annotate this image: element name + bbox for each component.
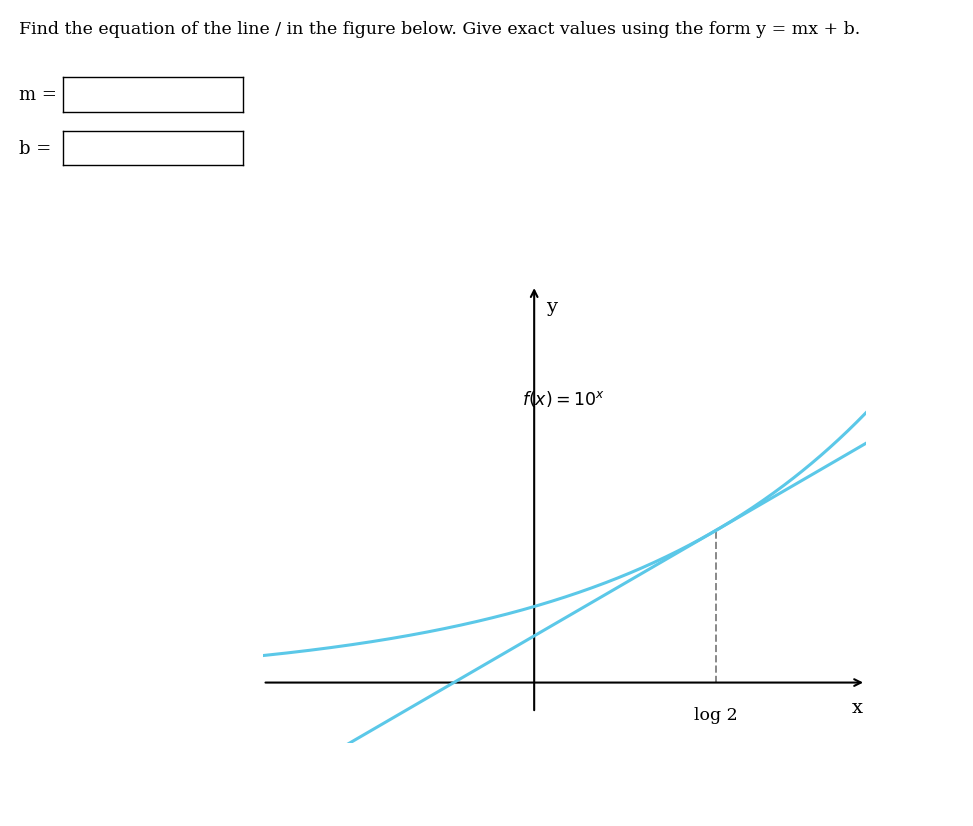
Text: log 2: log 2 <box>694 707 738 724</box>
Text: b =: b = <box>19 140 52 158</box>
Text: $f(x) = 10^x$: $f(x) = 10^x$ <box>523 389 605 409</box>
Text: m =: m = <box>19 86 57 104</box>
Text: y: y <box>546 298 558 316</box>
Text: x: x <box>852 700 863 717</box>
Text: Find the equation of the line / in the figure below. Give exact values using the: Find the equation of the line / in the f… <box>19 21 861 38</box>
